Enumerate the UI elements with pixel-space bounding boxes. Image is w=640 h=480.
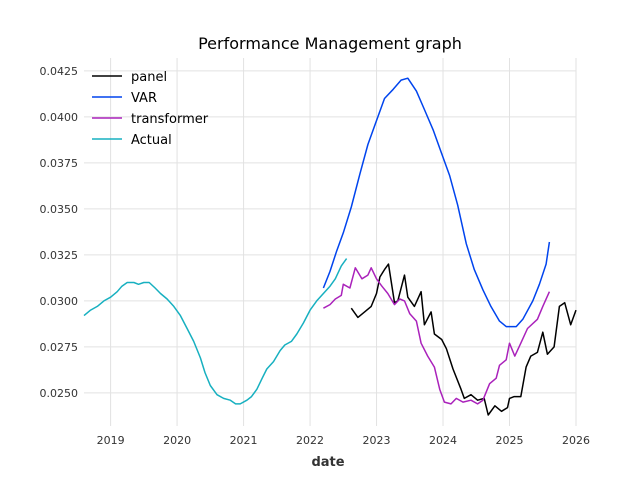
legend: panel VAR transformer Actual	[92, 70, 209, 148]
y-tick-label: 0.0400	[40, 111, 79, 124]
y-tick-label: 0.0325	[40, 249, 79, 262]
series-lines	[83, 77, 577, 416]
series-line-transformer	[323, 267, 551, 405]
series-line-panel	[350, 263, 577, 416]
y-tick-label: 0.0375	[40, 157, 79, 170]
x-tick-label: 2026	[562, 434, 590, 447]
x-tick-label: 2024	[429, 434, 457, 447]
y-tick-label: 0.0275	[40, 341, 79, 354]
grid	[84, 58, 577, 426]
x-axis-label: date	[311, 455, 344, 470]
x-tick-label: 2023	[363, 434, 391, 447]
x-tick-label: 2021	[230, 434, 258, 447]
legend-label: transformer	[131, 112, 209, 127]
x-tick-label: 2019	[97, 434, 125, 447]
y-tick-label: 0.0300	[40, 295, 79, 308]
legend-label: panel	[131, 70, 167, 85]
y-tick-label: 0.0425	[40, 65, 79, 78]
legend-label: VAR	[131, 91, 157, 106]
legend-label: Actual	[131, 133, 172, 148]
y-tick-label: 0.0250	[40, 387, 79, 400]
series-line-var	[322, 77, 551, 328]
y-axis-ticks: 0.0250 0.0275 0.0300 0.0325 0.0350 0.0375 0.04…	[40, 65, 79, 400]
y-tick-label: 0.0350	[40, 203, 79, 216]
chart-title: Performance Management graph	[198, 34, 462, 53]
series-line-actual	[83, 258, 348, 405]
x-tick-label: 2020	[163, 434, 191, 447]
x-axis-ticks: 2019 2020 2021 2022 2023 2024 2025 2026	[97, 434, 590, 447]
x-tick-label: 2025	[496, 434, 524, 447]
x-tick-label: 2022	[296, 434, 324, 447]
